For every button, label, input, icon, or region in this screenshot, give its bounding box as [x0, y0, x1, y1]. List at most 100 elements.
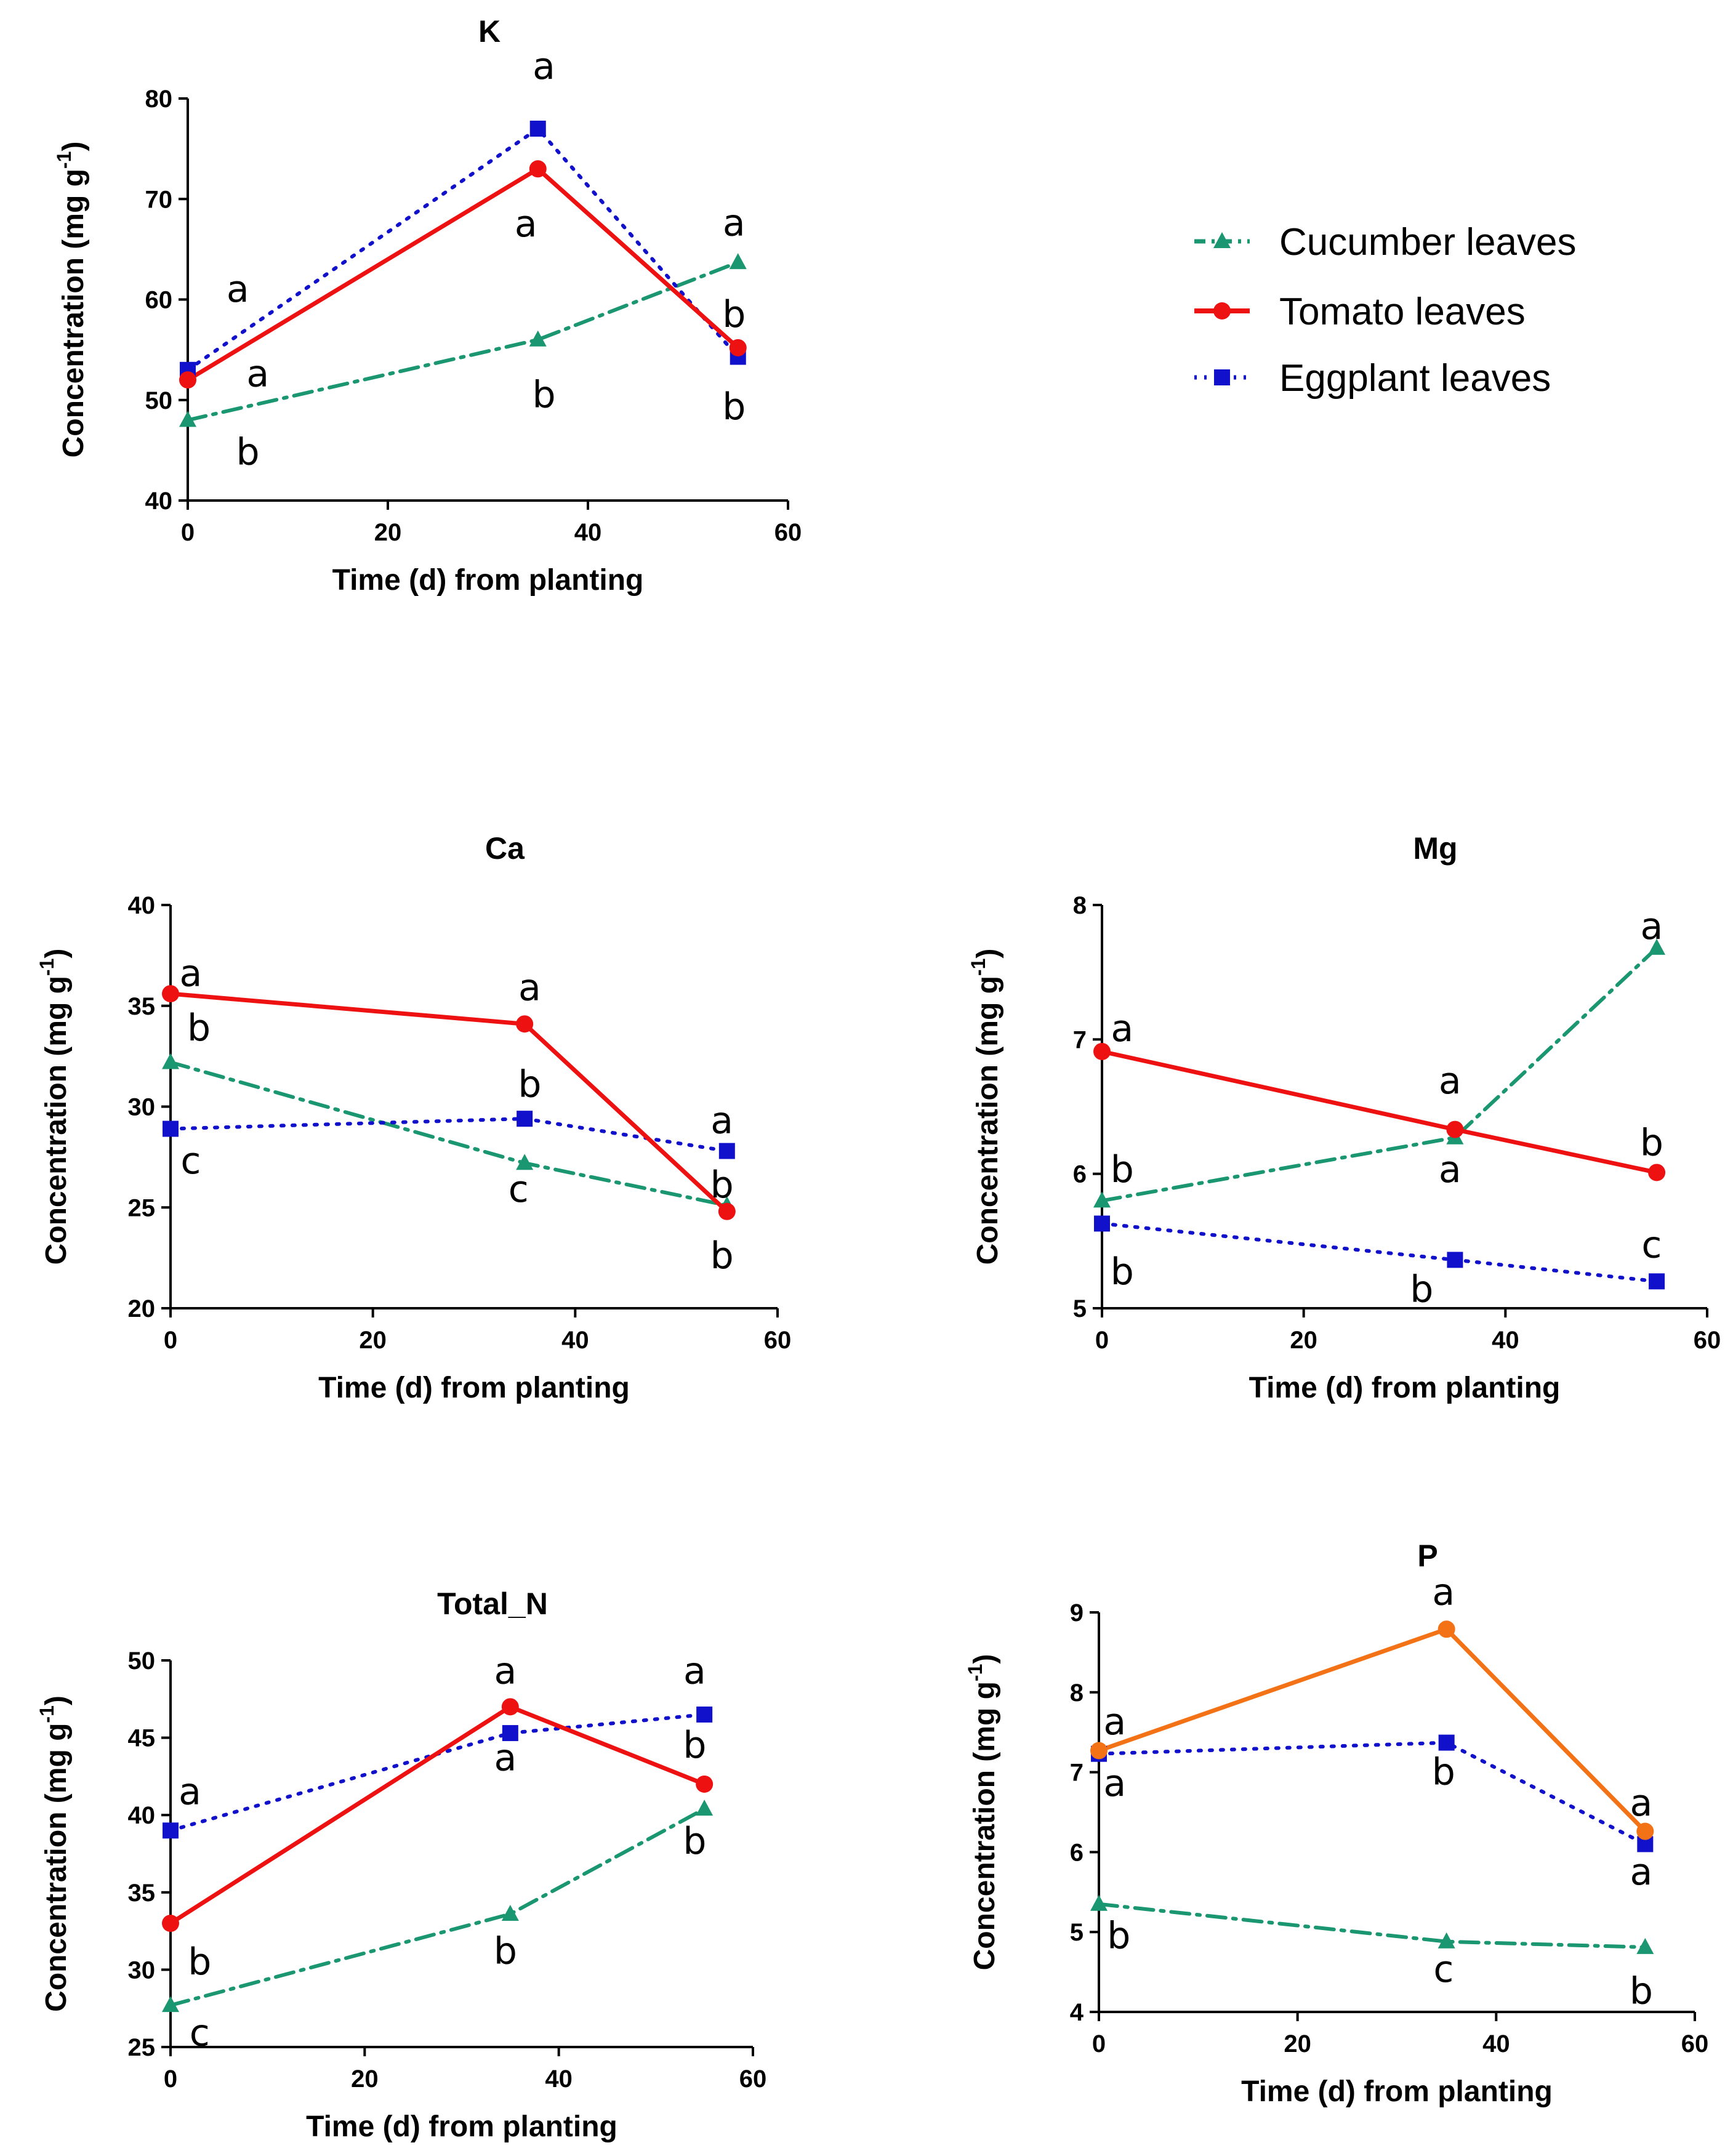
y-tick-label: 5 [1073, 1295, 1087, 1322]
x-tick-label: 0 [164, 1327, 177, 1354]
y-axis-label-sup: -1 [967, 959, 989, 976]
legend-marker-cucumber [1213, 232, 1231, 248]
significance-letter: b [532, 374, 555, 417]
significance-letter: c [1433, 1948, 1454, 1991]
y-tick-label: 4 [1070, 1999, 1084, 2026]
data-point-cucumber [1090, 1894, 1108, 1911]
y-tick-label: 6 [1073, 1161, 1087, 1188]
data-point-tomato [162, 1915, 179, 1933]
y-tick-label: 40 [128, 892, 156, 919]
significance-letter: a [1439, 1060, 1462, 1103]
x-tick-label: 60 [774, 519, 802, 546]
x-tick-label: 20 [1284, 2030, 1311, 2057]
y-axis-label-sup: -1 [36, 1705, 58, 1723]
significance-letter: b [187, 1007, 211, 1050]
y-tick-label: 45 [128, 1725, 156, 1752]
significance-letter: a [1439, 1148, 1462, 1191]
x-tick-label: 40 [1482, 2030, 1510, 2057]
y-tick-label: 30 [128, 1957, 156, 1984]
y-tick-label: 9 [1070, 1599, 1084, 1627]
x-tick-label: 40 [545, 2065, 573, 2093]
significance-letter: b [1432, 1751, 1455, 1794]
significance-letter: b [710, 1234, 734, 1277]
series-line-cucumber [186, 260, 740, 422]
series-line-cucumber [1097, 1902, 1647, 1949]
legend-marker-tomato [1213, 302, 1231, 320]
data-point-cucumber [162, 1996, 179, 2013]
y-tick-label: 20 [128, 1295, 156, 1322]
significance-letter: c [1641, 1223, 1662, 1266]
y-tick-label: 80 [145, 86, 173, 113]
data-point-eggplant [517, 1111, 533, 1127]
y-axis-label: Concentration (mg g-1) [964, 1654, 1001, 1971]
legend-item-cucumber: Cucumber leaves [1194, 221, 1576, 263]
series-line-eggplant [1100, 1221, 1659, 1284]
x-tick-label: 20 [359, 1327, 387, 1354]
data-point-eggplant [1447, 1252, 1463, 1268]
y-tick-label: 30 [128, 1094, 156, 1121]
data-point-eggplant [529, 120, 546, 137]
x-tick-label: 60 [1681, 2030, 1709, 2057]
data-point-tomato [1648, 1164, 1666, 1181]
chart-total_n: Total_N 0 20 40 60 25 30 35 40 45 50 Time (d) from … [36, 1587, 766, 2143]
significance-letter: a [1630, 1851, 1652, 1894]
data-point-cucumber [1636, 1937, 1654, 1954]
significance-letter: b [1630, 1969, 1653, 2013]
significance-letter: c [509, 1168, 529, 1211]
y-axis-label-sup: -1 [36, 959, 58, 976]
series-line-tomato [1100, 1049, 1659, 1175]
x-axis-label: Time (d) from planting [1249, 1372, 1561, 1404]
data-point-eggplant [718, 1143, 735, 1159]
x-tick-label: 60 [739, 2065, 767, 2093]
x-tick-label: 20 [374, 519, 402, 546]
legend-marker-eggplant [1214, 369, 1230, 385]
data-point-cucumber [1648, 938, 1666, 955]
significance-letter: b [683, 1724, 706, 1767]
significance-letter: a [518, 966, 541, 1009]
x-tick-label: 0 [164, 2065, 177, 2093]
data-point-cucumber [179, 411, 196, 427]
y-tick-label: 70 [145, 186, 173, 213]
x-tick-label: 20 [351, 2065, 379, 2093]
y-tick-label: 8 [1073, 892, 1087, 919]
significance-letter: b [188, 1941, 211, 1984]
series-line-eggplant [169, 1712, 707, 1833]
significance-letter: c [190, 2011, 210, 2054]
x-tick-label: 0 [1095, 1327, 1109, 1354]
significance-letter: b [1111, 1250, 1134, 1293]
significance-letter: b [1410, 1268, 1433, 1311]
data-point-eggplant [696, 1706, 713, 1723]
y-tick-label: 35 [128, 1880, 156, 1907]
legend-item-eggplant: Eggplant leaves [1194, 357, 1551, 400]
significance-letter: b [683, 1820, 706, 1863]
significance-letter: a [683, 1650, 706, 1693]
data-point-eggplant [1094, 1215, 1110, 1232]
x-tick-label: 20 [1290, 1327, 1317, 1354]
significance-letter: a [1630, 1782, 1652, 1825]
y-tick-label: 8 [1070, 1679, 1084, 1707]
x-tick-label: 40 [574, 519, 602, 546]
significance-letter: a [246, 352, 269, 395]
data-point-cucumber [501, 1904, 519, 1921]
data-point-cucumber [516, 1154, 534, 1170]
chart-title: Ca [485, 831, 525, 866]
significance-letter: a [515, 203, 537, 246]
y-tick-label: 40 [145, 488, 173, 515]
data-point-cucumber [1093, 1191, 1111, 1208]
y-tick-label: 25 [128, 1194, 156, 1221]
y-tick-label: 50 [128, 1647, 156, 1675]
significance-letter: b [1111, 1148, 1134, 1191]
significance-letter: b [518, 1063, 541, 1106]
data-point-tomato [516, 1015, 534, 1033]
significance-letter: b [1107, 1915, 1130, 1958]
series-line-eggplant [1097, 1740, 1647, 1846]
data-point-eggplant [163, 1120, 179, 1137]
data-point-eggplant [502, 1725, 518, 1742]
significance-letter: a [723, 201, 746, 244]
x-tick-label: 0 [181, 519, 195, 546]
y-axis-label: Concentration (mg g-1) [36, 1695, 73, 2012]
data-point-tomato [1437, 1620, 1455, 1638]
chart-mg: Mg 0 20 40 60 5 6 7 8 Time (d) from planting Conce… [967, 831, 1721, 1404]
chart-ca: Ca 0 20 40 60 20 25 30 35 40 Time (d) from plantin… [36, 831, 791, 1404]
